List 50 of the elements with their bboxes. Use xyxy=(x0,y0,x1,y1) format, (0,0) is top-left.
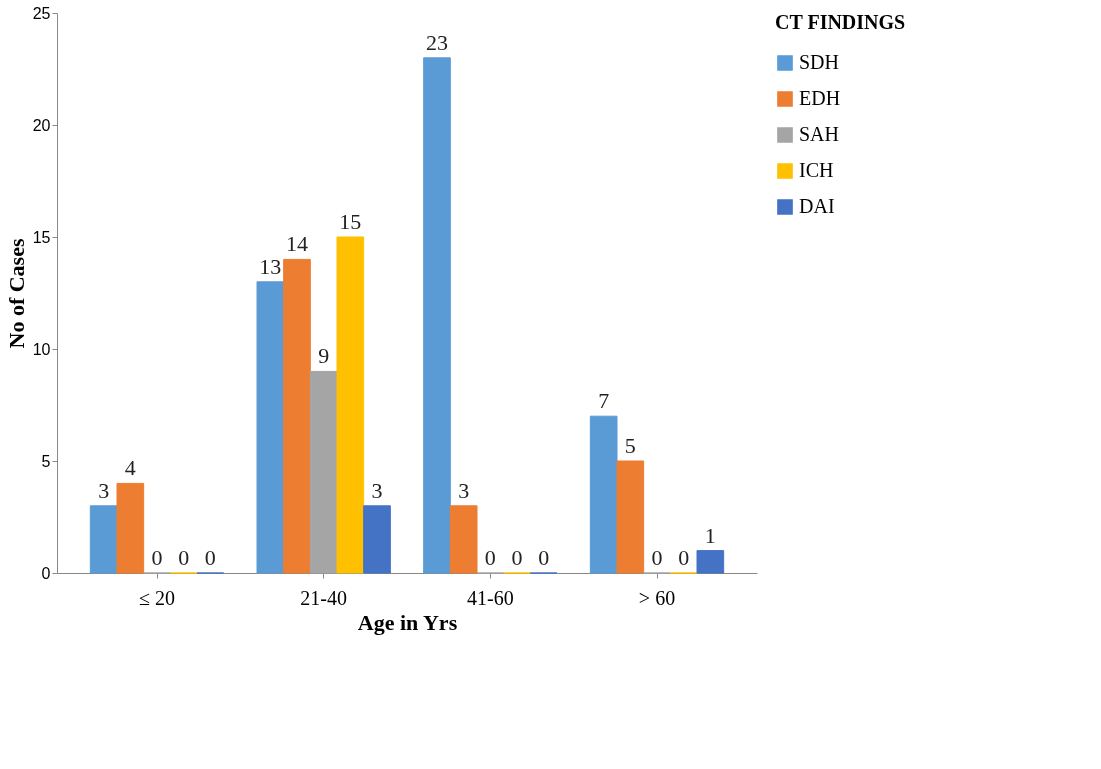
bar xyxy=(696,550,725,574)
data-label: 3 xyxy=(371,477,383,503)
bar xyxy=(363,505,391,574)
legend-label: ICH xyxy=(799,159,834,181)
y-tick-label: 25 xyxy=(32,4,51,22)
data-label: 1 xyxy=(704,522,716,548)
bar xyxy=(256,281,285,574)
data-label: 4 xyxy=(124,455,136,481)
y-tick-label: 15 xyxy=(32,228,51,246)
legend-title: CT FINDINGS xyxy=(775,11,906,33)
data-label: 0 xyxy=(651,545,663,570)
data-label: 0 xyxy=(151,545,163,570)
y-tick-label: 20 xyxy=(32,116,51,134)
legend-label: DAI xyxy=(799,195,835,217)
data-label: 0 xyxy=(178,545,190,570)
data-label: 13 xyxy=(259,253,282,279)
data-label: 23 xyxy=(426,29,448,55)
bar xyxy=(309,370,338,574)
bar xyxy=(283,258,311,574)
y-tick-label: 5 xyxy=(41,452,51,470)
data-label: 7 xyxy=(598,388,610,414)
data-label: 15 xyxy=(339,209,362,234)
bar xyxy=(336,236,365,574)
y-axis-title: No of Cases xyxy=(3,238,29,349)
data-label: 5 xyxy=(624,433,636,458)
bar xyxy=(89,505,118,574)
data-label: 9 xyxy=(318,343,330,369)
bar xyxy=(116,482,145,574)
data-label: 0 xyxy=(678,545,690,570)
x-tick-label: > 60 xyxy=(638,586,676,609)
bar xyxy=(589,415,618,574)
legend-label: EDH xyxy=(799,87,841,109)
y-tick-label: 10 xyxy=(32,340,51,358)
data-label: 0 xyxy=(538,545,550,570)
bar xyxy=(616,460,645,574)
bar xyxy=(449,505,478,574)
data-label: 0 xyxy=(484,545,496,570)
y-tick-label: 0 xyxy=(41,564,51,582)
x-tick-label: 41-60 xyxy=(467,586,514,609)
data-label: 14 xyxy=(286,231,308,257)
data-label: 3 xyxy=(458,477,470,503)
data-label: 0 xyxy=(511,545,523,570)
x-axis-title: Age in Yrs xyxy=(357,609,458,635)
legend-label: SAH xyxy=(799,123,840,145)
legend-label: SDH xyxy=(799,51,840,73)
x-tick-label: ≤ 20 xyxy=(139,586,175,609)
data-label: 3 xyxy=(98,477,110,503)
x-tick-label: 21-40 xyxy=(300,586,347,609)
data-label: 0 xyxy=(204,545,216,570)
bar xyxy=(423,57,451,574)
